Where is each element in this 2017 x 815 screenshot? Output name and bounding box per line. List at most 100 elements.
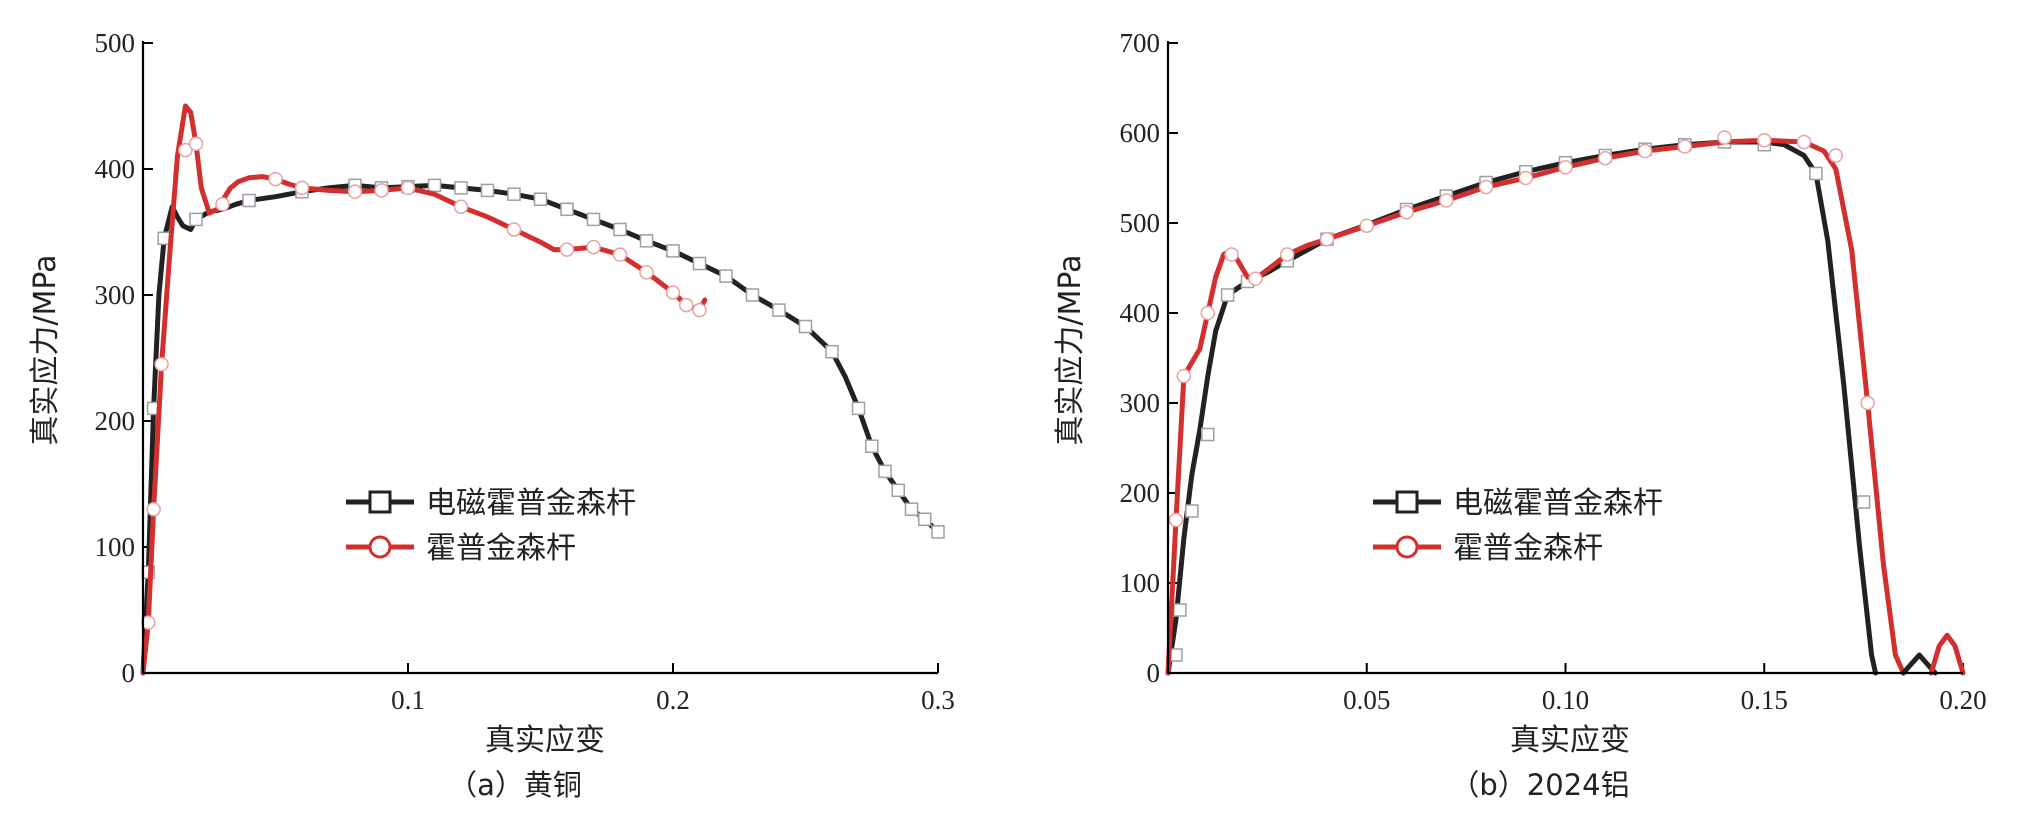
data-point-square bbox=[242, 193, 256, 208]
data-point-square bbox=[639, 234, 654, 248]
ticks: 0 100 200 300 400 500 0.1 0.2 0.3 bbox=[95, 28, 955, 715]
data-point-circle bbox=[178, 142, 193, 158]
data-point-circle bbox=[1796, 134, 1812, 150]
y-tick-label: 400 bbox=[1120, 298, 1161, 328]
legend-marker-square bbox=[368, 490, 392, 514]
series-line-0 bbox=[140, 182, 941, 676]
data-point-square bbox=[931, 525, 945, 539]
data-point-circle bbox=[1439, 193, 1454, 208]
x-tick-label: 0.1 bbox=[391, 685, 425, 715]
x-tick-label: 0.15 bbox=[1741, 685, 1788, 715]
data-point-circle bbox=[639, 265, 654, 280]
data-point-circle bbox=[154, 357, 169, 372]
axes bbox=[1166, 41, 1963, 675]
chart-panel-aluminum: 真实应力/MPa 真实应变 （b）2024铝 0 100 200 300 400 500 6… bbox=[1053, 28, 1987, 802]
data-point-square bbox=[825, 344, 839, 359]
data-point-circle bbox=[612, 247, 628, 262]
data-point-circle bbox=[559, 242, 575, 257]
data-point-square bbox=[798, 319, 813, 334]
data-point-circle bbox=[215, 197, 230, 212]
data-point-circle bbox=[268, 171, 283, 187]
x-tick-label: 0.05 bbox=[1343, 685, 1390, 715]
data-point-square bbox=[1809, 166, 1823, 181]
data-point-circle bbox=[146, 501, 161, 517]
data-point-square bbox=[865, 439, 879, 453]
data-point-circle bbox=[665, 285, 681, 300]
series-line-3 bbox=[1928, 632, 1966, 676]
data-point-circle bbox=[1224, 247, 1239, 262]
data-point-circle bbox=[1860, 395, 1875, 411]
data-point-square bbox=[878, 464, 892, 479]
axes bbox=[141, 41, 938, 675]
data-point-square bbox=[613, 222, 627, 237]
x-axis-title: 真实应变 bbox=[1510, 723, 1630, 758]
legend-label-hopkinson: 霍普金森杆 bbox=[426, 531, 576, 566]
y-tick-label: 0 bbox=[122, 658, 136, 688]
data-point-circle bbox=[1280, 247, 1295, 262]
data-point-circle bbox=[1518, 170, 1533, 186]
data-point-square bbox=[904, 502, 919, 516]
data-point-square bbox=[1220, 288, 1235, 302]
data-point-square bbox=[586, 212, 601, 227]
data-point-circle bbox=[453, 199, 469, 215]
y-tick-label: 300 bbox=[95, 280, 136, 310]
data-point-square bbox=[918, 512, 932, 527]
series-group bbox=[1165, 130, 1966, 676]
x-tick-label: 0.3 bbox=[921, 685, 955, 715]
data-point-circle bbox=[1319, 231, 1335, 247]
y-tick-label: 300 bbox=[1120, 388, 1161, 418]
y-axis-title: 真实应力/MPa bbox=[1053, 254, 1088, 445]
data-point-circle bbox=[347, 184, 363, 199]
legend-marker-circle bbox=[368, 535, 392, 559]
data-point-square bbox=[189, 212, 203, 227]
data-point-square bbox=[507, 187, 521, 201]
data-point-circle bbox=[586, 239, 601, 255]
series-line-0 bbox=[1165, 139, 1878, 676]
data-point-square bbox=[1169, 648, 1183, 662]
data-point-circle bbox=[1478, 179, 1494, 195]
legend-label-emhopkinson: 电磁霍普金森杆 bbox=[426, 486, 636, 521]
y-tick-label: 200 bbox=[95, 406, 136, 436]
data-point-circle bbox=[400, 180, 416, 196]
data-point-circle bbox=[1399, 204, 1414, 220]
series-group bbox=[140, 103, 945, 676]
y-tick-label: 500 bbox=[1120, 208, 1161, 238]
data-point-square bbox=[891, 483, 905, 498]
data-point-circle bbox=[1637, 143, 1653, 159]
data-point-circle bbox=[374, 183, 389, 198]
x-tick-label: 0.2 bbox=[656, 685, 690, 715]
y-axis-title: 真实应力/MPa bbox=[28, 254, 63, 445]
data-point-circle bbox=[1677, 139, 1692, 154]
data-point-square bbox=[454, 181, 468, 195]
x-tick-label: 0.20 bbox=[1939, 685, 1986, 715]
data-point-circle bbox=[1828, 148, 1844, 163]
data-point-square bbox=[560, 202, 574, 217]
data-point-circle bbox=[1248, 271, 1263, 287]
data-point-circle bbox=[1717, 130, 1732, 145]
legend-marker-square bbox=[1395, 490, 1419, 514]
y-tick-label: 100 bbox=[1120, 568, 1161, 598]
legend-label-hopkinson: 霍普金森杆 bbox=[1453, 531, 1603, 566]
data-point-square bbox=[1173, 603, 1187, 617]
data-point-circle bbox=[1598, 150, 1613, 166]
legend: 电磁霍普金森杆 霍普金森杆 bbox=[1373, 486, 1663, 566]
data-point-square bbox=[719, 269, 733, 283]
data-point-circle bbox=[1757, 132, 1772, 148]
series-line-1 bbox=[140, 103, 708, 676]
data-point-circle bbox=[1558, 159, 1573, 175]
data-point-circle bbox=[1359, 218, 1374, 233]
data-point-square bbox=[666, 244, 680, 258]
x-tick-label: 0.10 bbox=[1542, 685, 1589, 715]
data-point-square bbox=[1185, 504, 1199, 518]
legend-label-emhopkinson: 电磁霍普金森杆 bbox=[1453, 486, 1663, 521]
data-point-square bbox=[851, 401, 866, 416]
y-tick-label: 0 bbox=[1147, 658, 1161, 688]
series-line-1 bbox=[1165, 137, 1906, 676]
x-axis-title: 真实应变 bbox=[485, 723, 605, 758]
data-point-square bbox=[745, 288, 760, 302]
series-line-2 bbox=[1900, 652, 1938, 676]
data-point-circle bbox=[679, 297, 694, 313]
data-point-square bbox=[533, 192, 548, 206]
legend: 电磁霍普金森杆 霍普金森杆 bbox=[346, 486, 636, 566]
